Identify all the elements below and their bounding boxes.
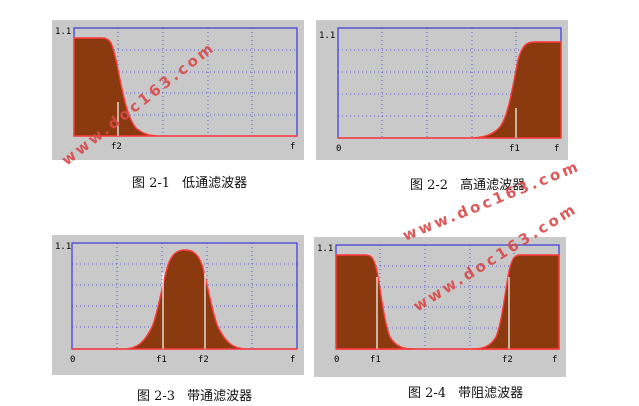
bandstop-left-band — [335, 254, 415, 350]
highpass-response — [338, 41, 562, 139]
caption-text: 带通滤波器 — [187, 389, 253, 404]
x-label-f2: f2 — [111, 142, 122, 152]
caption-text: 低通滤波器 — [182, 176, 248, 191]
x-label-f: f — [290, 142, 295, 152]
caption-number: 图 2-2 — [410, 178, 449, 193]
x-label-f: f — [290, 355, 295, 365]
lowpass-response — [73, 37, 297, 137]
caption-2-2: 图 2-2 高通滤波器 — [410, 174, 525, 193]
bandpass-panel: 1.1 0 f1 f2 f — [52, 235, 304, 375]
x-label-f1: f1 — [156, 355, 167, 365]
y-max-label: 1.1 — [319, 31, 335, 41]
x-label-f: f — [552, 355, 557, 365]
y-max-label: 1.1 — [55, 27, 71, 37]
x-label-f2: f2 — [198, 355, 209, 365]
lowpass-plot: 1.1 f2 f — [55, 27, 298, 152]
bandstop-plot: 1.1 0 f1 f2 f — [317, 244, 560, 365]
highpass-panel: 1.1 0 f1 f — [316, 20, 568, 160]
x-label-0: 0 — [70, 355, 75, 365]
caption-number: 图 2-4 — [408, 386, 447, 401]
caption-number: 图 2-3 — [137, 389, 176, 404]
x-label-f1: f1 — [370, 355, 381, 365]
caption-2-3: 图 2-3 带通滤波器 — [137, 385, 252, 404]
x-label-f: f — [554, 144, 559, 154]
x-label-0: 0 — [336, 144, 341, 154]
lowpass-panel: 1.1 f2 f — [52, 20, 304, 160]
caption-text: 高通滤波器 — [460, 178, 526, 193]
y-max-label: 1.1 — [317, 244, 333, 254]
x-label-f1: f1 — [509, 144, 520, 154]
caption-2-1: 图 2-1 低通滤波器 — [132, 172, 247, 191]
y-max-label: 1.1 — [55, 242, 71, 252]
x-label-f2: f2 — [502, 355, 513, 365]
highpass-plot: 1.1 0 f1 f — [319, 27, 562, 154]
bandpass-plot: 1.1 0 f1 f2 f — [55, 242, 298, 365]
caption-text: 带阻滤波器 — [458, 386, 524, 401]
watermark-middle-right: www.doc163.com — [400, 156, 583, 245]
bandstop-panel: 1.1 0 f1 f2 f — [314, 237, 566, 377]
x-label-0: 0 — [334, 355, 339, 365]
caption-2-4: 图 2-4 带阻滤波器 — [408, 382, 523, 401]
bandpass-response — [72, 249, 297, 350]
caption-number: 图 2-1 — [132, 176, 171, 191]
bandstop-right-band — [471, 254, 560, 350]
